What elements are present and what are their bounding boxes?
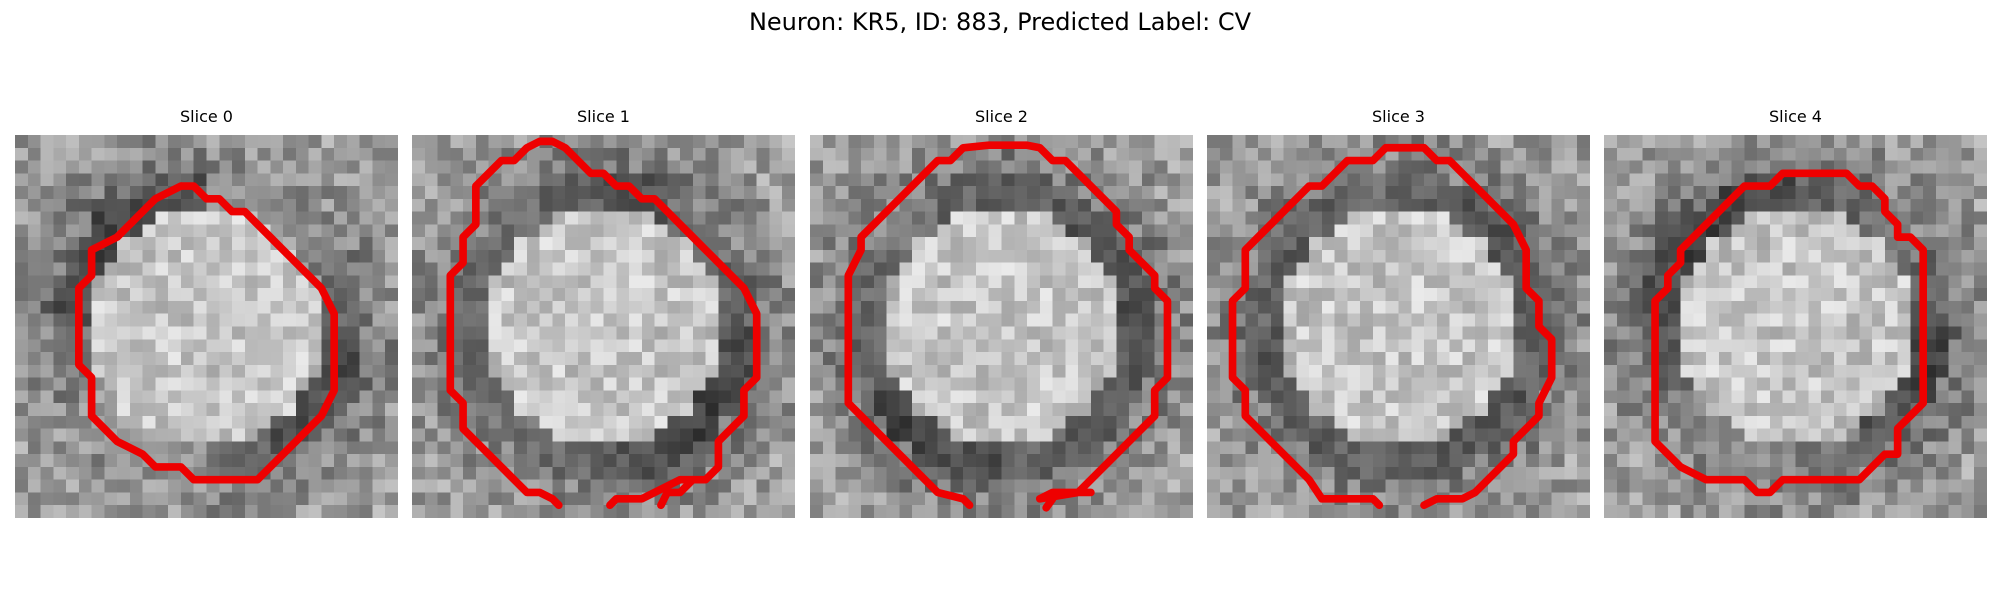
slice-panel-1: Slice 1 bbox=[412, 106, 795, 519]
slice-panel-4: Slice 4 bbox=[1604, 106, 1987, 519]
slice-image-3 bbox=[1207, 135, 1590, 518]
slice-title: Slice 3 bbox=[1207, 106, 1590, 128]
slice-image-2 bbox=[810, 135, 1193, 518]
slice-panel-3: Slice 3 bbox=[1207, 106, 1590, 519]
slice-image-1 bbox=[412, 135, 795, 518]
slice-title: Slice 4 bbox=[1604, 106, 1987, 128]
slice-image-4 bbox=[1604, 135, 1987, 518]
figure-title: Neuron: KR5, ID: 883, Predicted Label: C… bbox=[0, 6, 2000, 38]
slice-image-0 bbox=[15, 135, 398, 518]
slice-title: Slice 1 bbox=[412, 106, 795, 128]
slice-panel-2: Slice 2 bbox=[810, 106, 1193, 519]
cell-contour bbox=[1046, 499, 1052, 508]
slice-title: Slice 2 bbox=[810, 106, 1193, 128]
slice-title: Slice 0 bbox=[15, 106, 398, 128]
slice-panel-0: Slice 0 bbox=[15, 106, 398, 519]
